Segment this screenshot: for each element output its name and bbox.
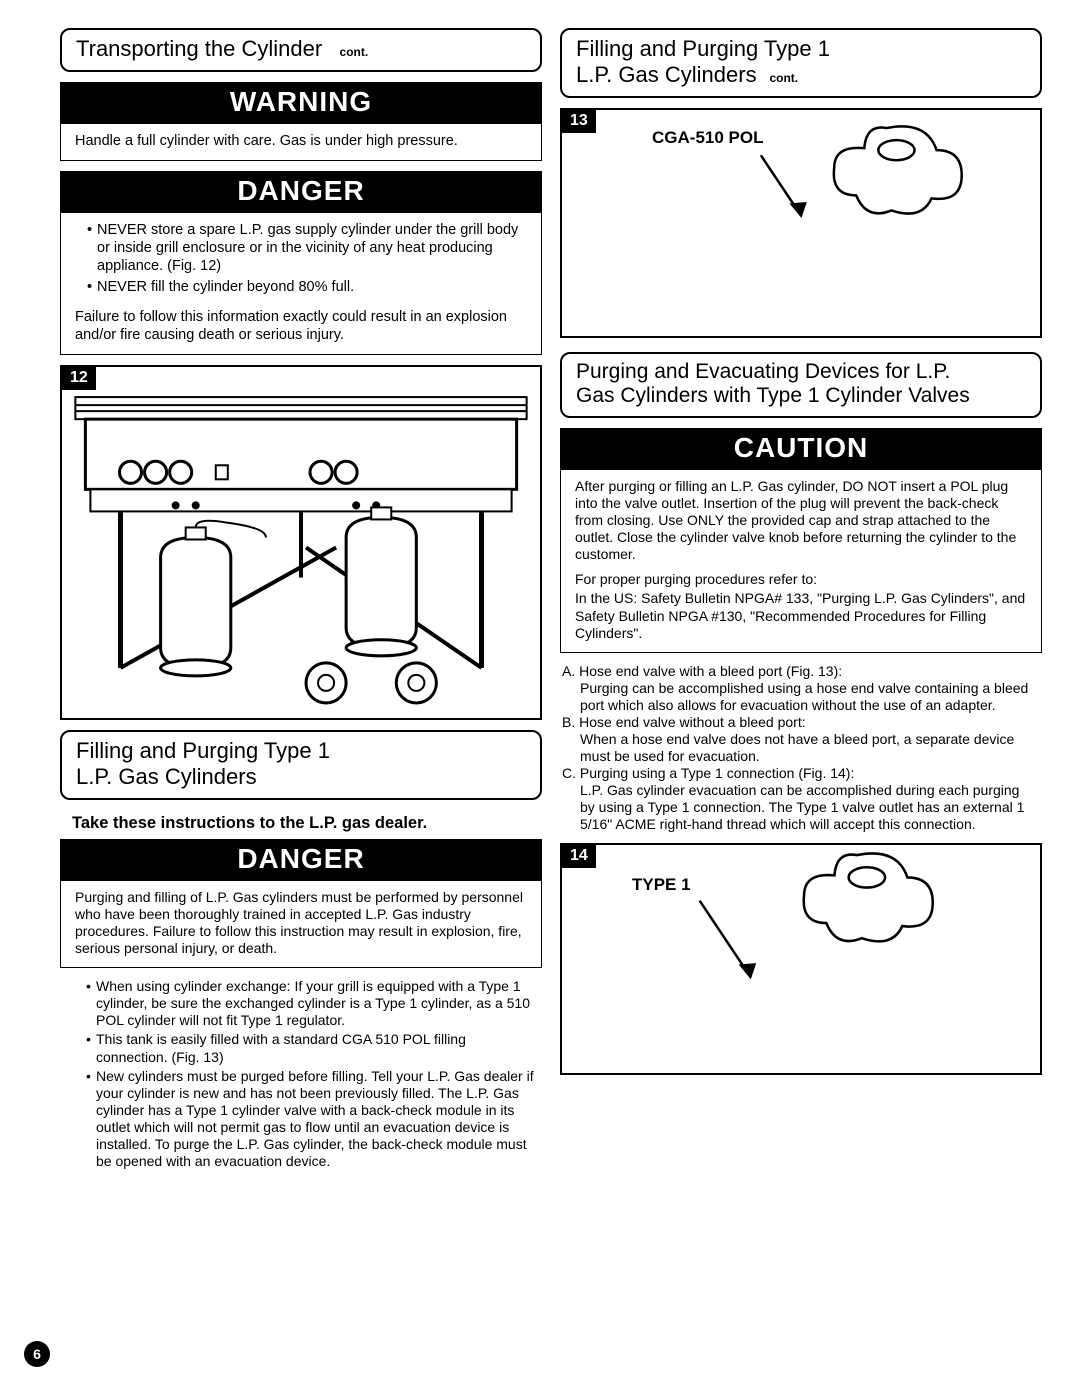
warning-text: Handle a full cylinder with care. Gas is…: [75, 132, 527, 150]
item-c-body: L.P. Gas cylinder evacuation can be acco…: [562, 782, 1038, 833]
dealer-instruction: Take these instructions to the L.P. gas …: [72, 814, 542, 833]
fig14-label: TYPE 1: [632, 875, 691, 895]
left-column: Transporting the Cylinder cont. WARNING …: [60, 28, 542, 1172]
figure-12: 12: [60, 365, 542, 720]
abc-list: A. Hose end valve with a bleed port (Fig…: [560, 663, 1042, 834]
heading-line2: L.P. Gas Cylinders: [76, 764, 526, 790]
figure-number: 14: [562, 845, 596, 868]
item-b-body: When a hose end valve does not have a bl…: [562, 731, 1038, 765]
heading-cont: cont.: [769, 71, 798, 85]
heading-line1: Filling and Purging Type 1: [576, 36, 1026, 62]
figure-13: 13 CGA-510 POL: [560, 108, 1042, 338]
figure-number: 12: [62, 367, 96, 390]
figure-number: 13: [562, 110, 596, 133]
item-b-head: B. Hose end valve without a bleed port:: [562, 714, 1038, 731]
danger2-box: Purging and filling of L.P. Gas cylinder…: [60, 881, 542, 968]
danger2-banner: DANGER: [60, 839, 542, 881]
caution-p1: After purging or filling an L.P. Gas cyl…: [575, 478, 1027, 563]
heading-filling: Filling and Purging Type 1 L.P. Gas Cyli…: [60, 730, 542, 800]
page-number: 6: [24, 1341, 50, 1367]
warning-banner: WARNING: [60, 82, 542, 124]
grill-illustration: [62, 367, 540, 718]
caution-box: After purging or filling an L.P. Gas cyl…: [560, 470, 1042, 653]
danger1-banner: DANGER: [60, 171, 542, 213]
heading-purging: Purging and Evacuating Devices for L.P. …: [560, 352, 1042, 418]
heading-line1: Filling and Purging Type 1: [76, 738, 526, 764]
item-a-body: Purging can be accomplished using a hose…: [562, 680, 1038, 714]
right-column: Filling and Purging Type 1 L.P. Gas Cyli…: [560, 28, 1042, 1172]
bullet: NEVER fill the cylinder beyond 80% full.: [87, 278, 527, 296]
danger1-bullets: NEVER store a spare L.P. gas supply cyli…: [75, 221, 527, 296]
item-a-head: A. Hose end valve with a bleed port (Fig…: [562, 663, 1038, 680]
heading-line2: Gas Cylinders with Type 1 Cylinder Valve…: [576, 384, 1026, 408]
knob-illustration-13: [562, 110, 1040, 336]
bullet: This tank is easily filled with a standa…: [86, 1031, 536, 1065]
bullet: New cylinders must be purged before fill…: [86, 1068, 536, 1170]
caution-banner: CAUTION: [560, 428, 1042, 470]
caution-p2: For proper purging procedures refer to:: [575, 571, 1027, 588]
danger2-text: Purging and filling of L.P. Gas cylinder…: [75, 889, 527, 957]
warning-box: Handle a full cylinder with care. Gas is…: [60, 124, 542, 161]
bullet: NEVER store a spare L.P. gas supply cyli…: [87, 221, 527, 275]
danger1-footer: Failure to follow this information exact…: [75, 308, 527, 344]
lower-bullets: When using cylinder exchange: If your gr…: [60, 978, 542, 1172]
heading-filling-right: Filling and Purging Type 1 L.P. Gas Cyli…: [560, 28, 1042, 98]
bullet: When using cylinder exchange: If your gr…: [86, 978, 536, 1029]
item-c-head: C. Purging using a Type 1 connection (Fi…: [562, 765, 1038, 782]
heading-line2: L.P. Gas Cylinders: [576, 62, 757, 87]
heading-text: Transporting the Cylinder: [76, 36, 322, 61]
fig13-label: CGA-510 POL: [652, 128, 763, 148]
caution-p3: In the US: Safety Bulletin NPGA# 133, "P…: [575, 590, 1027, 641]
figure-14: 14 TYPE 1: [560, 843, 1042, 1075]
heading-transporting: Transporting the Cylinder cont.: [60, 28, 542, 72]
heading-cont: cont.: [340, 45, 369, 59]
heading-line1: Purging and Evacuating Devices for L.P.: [576, 360, 1026, 384]
danger1-box: NEVER store a spare L.P. gas supply cyli…: [60, 213, 542, 355]
